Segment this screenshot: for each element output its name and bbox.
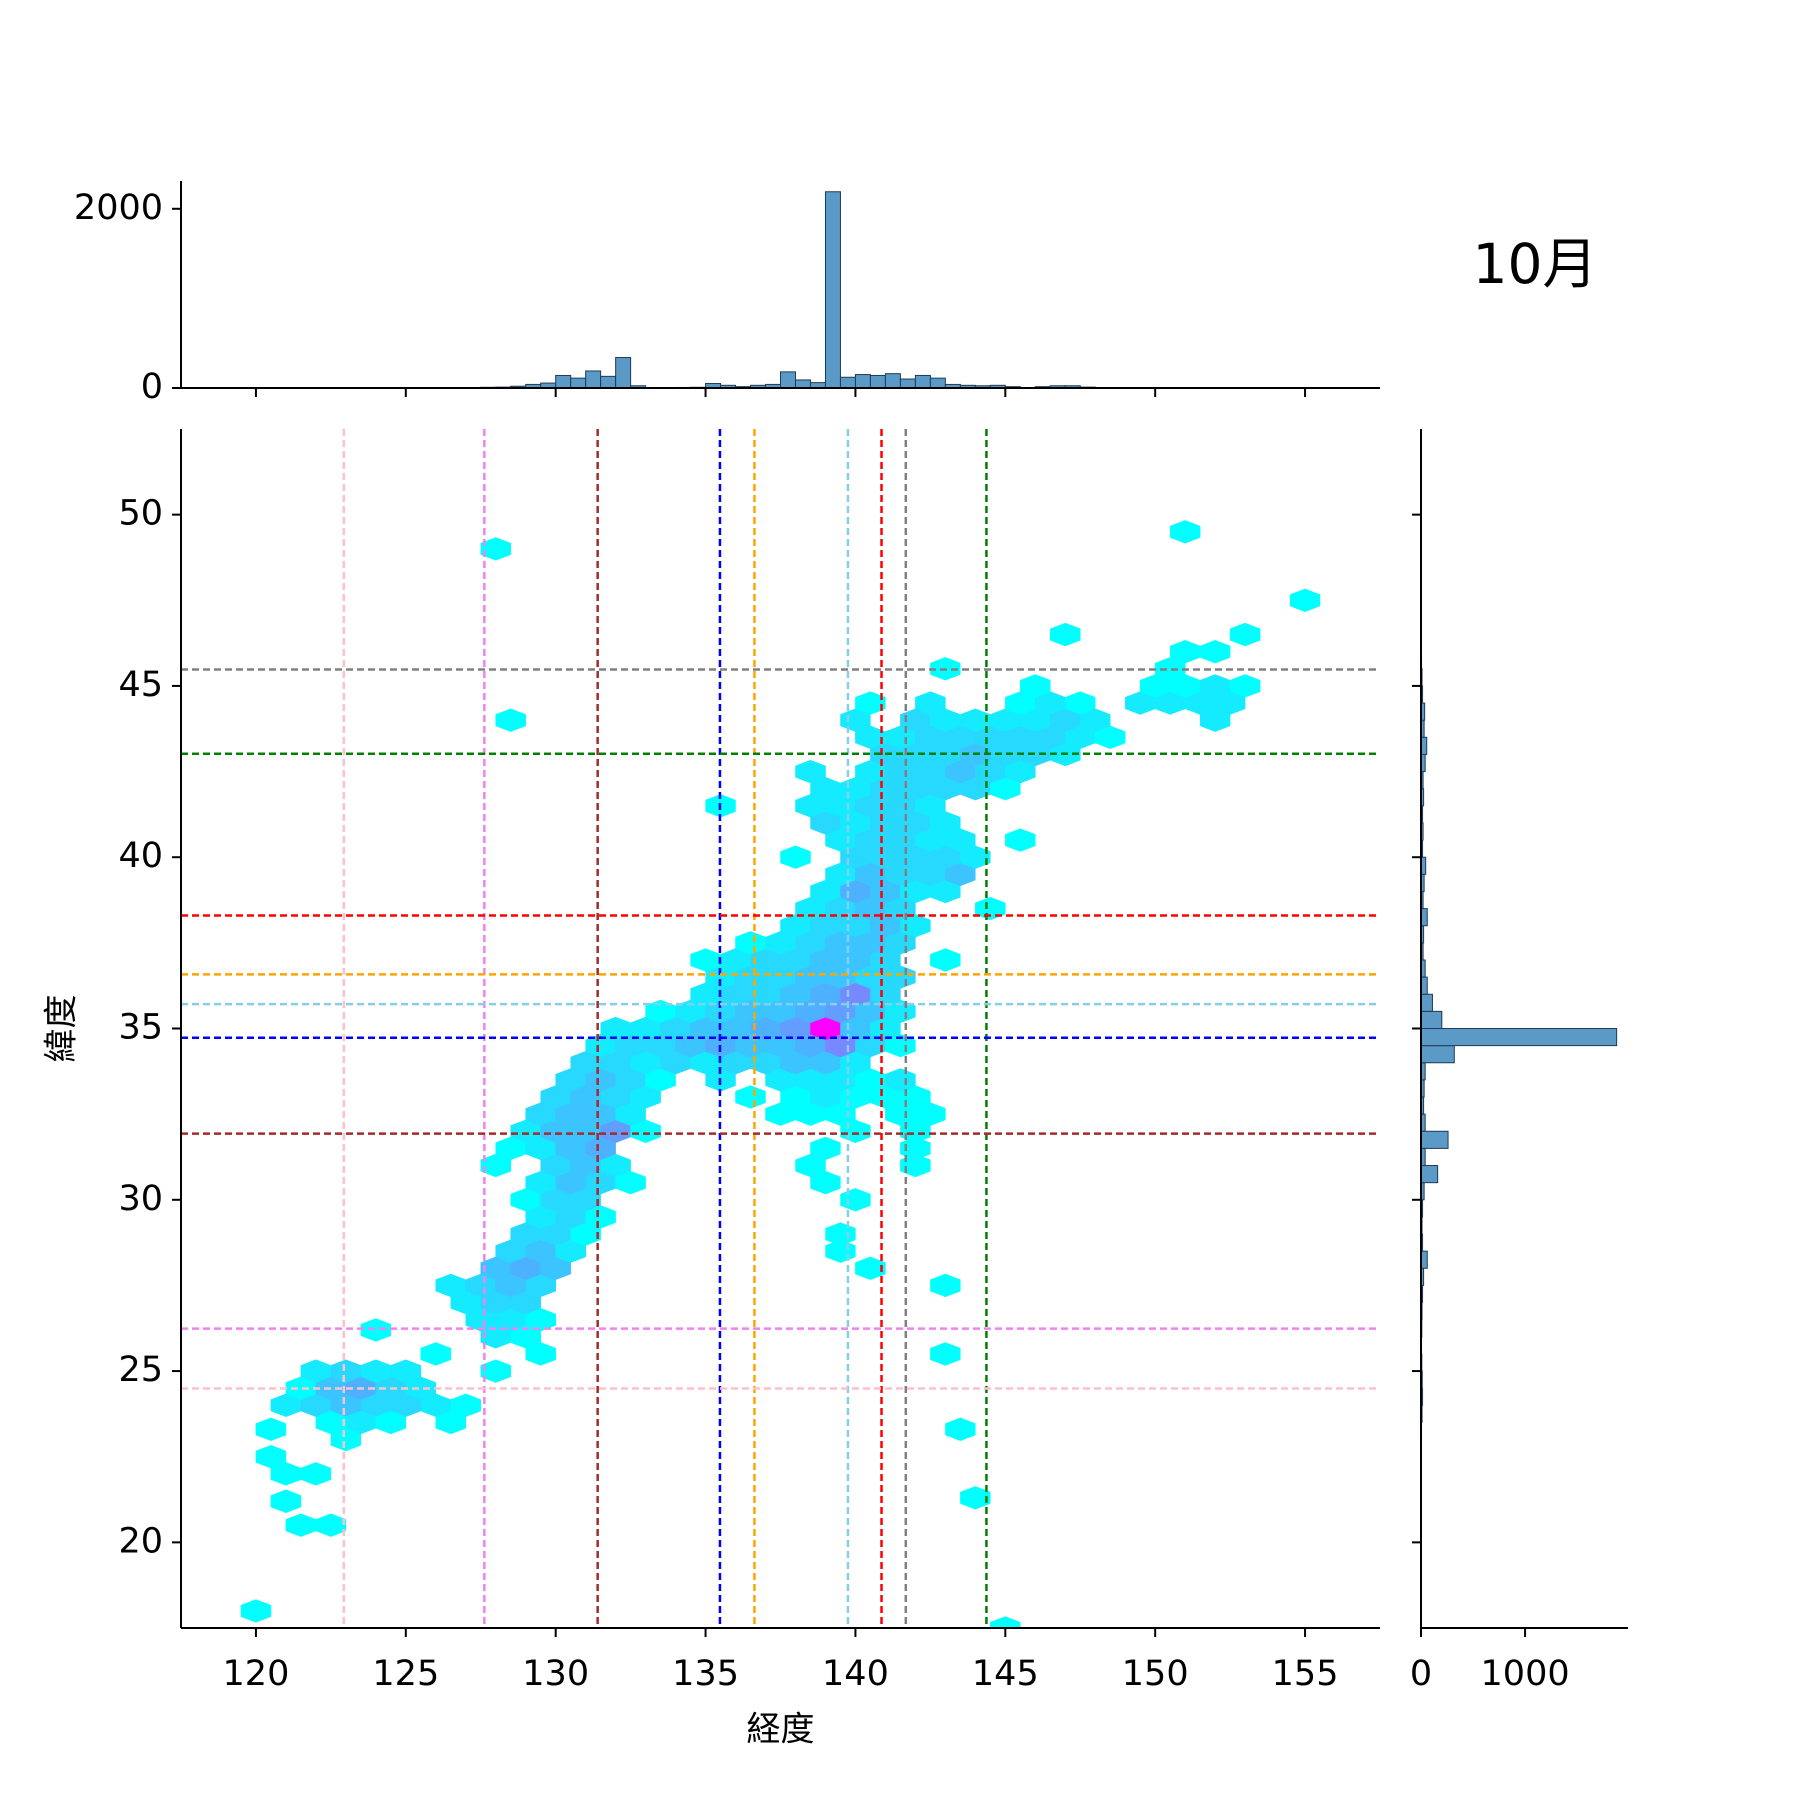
histogram-bar: [854, 374, 871, 389]
y-tick-label: 30: [118, 1179, 163, 1219]
histogram-bar: [555, 374, 572, 389]
hexbin-cell: [1229, 674, 1261, 698]
x-tick-label: 155: [1272, 1654, 1339, 1694]
hexbin-cell: [885, 1068, 916, 1092]
x-tick-label: 1000: [1481, 1654, 1570, 1694]
x-tick-label: 125: [372, 1654, 439, 1694]
histogram-bar: [839, 376, 856, 389]
y-tick-label: 0: [141, 367, 163, 407]
hexbin-cell: [855, 691, 886, 715]
hexbin-cell: [1199, 640, 1231, 664]
y-tick-label: 25: [118, 1350, 163, 1390]
histogram-bar: [914, 374, 931, 389]
histogram-bar: [1420, 1045, 1455, 1064]
x-tick-label: 135: [672, 1654, 739, 1694]
hexbin-cell: [420, 1342, 452, 1366]
hexbin-cell: [1065, 691, 1096, 715]
histogram-bar: [780, 371, 796, 389]
histogram-bar: [600, 375, 617, 389]
histogram-bar: [1420, 1028, 1618, 1047]
hexbin-cell: [330, 1427, 362, 1452]
histogram-bar: [869, 374, 886, 389]
x-tick-label: 150: [1122, 1654, 1189, 1694]
hexbin-cell: [300, 1462, 332, 1486]
hexbin-cell: [735, 1085, 766, 1109]
hexbin-cell: [930, 1273, 961, 1298]
hexbin-cell: [1005, 828, 1036, 852]
hexbin-cell: [840, 1188, 871, 1212]
hexbin-cell: [375, 1410, 407, 1435]
hexbin-cell: [900, 1153, 931, 1178]
histogram-bar: [884, 373, 901, 389]
hexbin-cell: [930, 948, 961, 972]
hexbin-cell: [255, 1417, 287, 1441]
histogram-bar: [899, 378, 916, 389]
y-tick-label: 20: [118, 1521, 163, 1561]
hexbin-cell: [480, 537, 511, 561]
hexbin-cell: [900, 1136, 931, 1161]
y-axis-label: 緯度: [42, 995, 82, 1063]
hexbin-cell: [270, 1489, 302, 1513]
hexbin-cell: [795, 759, 826, 784]
hexbin-cell: [1169, 520, 1201, 544]
hexbin-cell: [930, 1342, 961, 1366]
histogram-bar: [570, 377, 587, 389]
hexbin-cell: [450, 1393, 481, 1417]
x-tick-label: 130: [522, 1654, 589, 1694]
hexbin-cell: [495, 708, 526, 732]
y-tick-label: 2000: [74, 188, 163, 228]
histogram-bar: [615, 357, 632, 389]
histogram-bar: [1420, 1130, 1449, 1149]
y-tick-label: 50: [118, 494, 163, 534]
x-tick-label: 145: [972, 1654, 1039, 1694]
annotation: 10月: [1473, 232, 1598, 296]
hexbin-cell: [1229, 622, 1261, 647]
hexbin-cell: [810, 1136, 841, 1161]
histogram-bar: [824, 191, 841, 389]
hexbin-cell: [240, 1599, 272, 1623]
x-axis-label: 経度: [747, 1710, 815, 1750]
hexbin-cell: [315, 1513, 347, 1537]
x-tick-label: 0: [1410, 1654, 1432, 1694]
histogram-bar: [1420, 1165, 1439, 1184]
histogram-bar: [794, 379, 811, 389]
histogram-bar: [585, 370, 602, 389]
histogram-bar: [929, 377, 946, 389]
hexbin-cell: [1020, 674, 1051, 698]
hexbin-cell: [915, 691, 946, 715]
histogram-bar: [1420, 1010, 1443, 1029]
y-tick-label: 45: [118, 665, 163, 705]
x-tick-label: 120: [223, 1654, 290, 1694]
hexbin-area: [181, 429, 1380, 1628]
hexbin-cell: [285, 1513, 317, 1537]
hexbin-cell: [990, 1616, 1021, 1628]
hexbin-cell: [1050, 622, 1081, 647]
hexbin-cell: [855, 1256, 886, 1280]
hexbin-cell: [945, 1417, 976, 1441]
hexbin-cell: [390, 1359, 422, 1383]
hexbin-cell: [480, 1359, 511, 1383]
hexbin-cell: [825, 1222, 856, 1246]
hexbin-cell: [1289, 588, 1321, 612]
histogram-bar: [1420, 993, 1433, 1012]
x-tick-label: 140: [822, 1654, 889, 1694]
hexbin-cell: [360, 1318, 392, 1342]
hexbin-cell: [960, 1486, 991, 1510]
y-tick-label: 35: [118, 1008, 163, 1048]
hexbin-cell: [780, 845, 811, 869]
y-tick-label: 40: [118, 836, 163, 876]
hexbin-cell: [255, 1445, 287, 1469]
